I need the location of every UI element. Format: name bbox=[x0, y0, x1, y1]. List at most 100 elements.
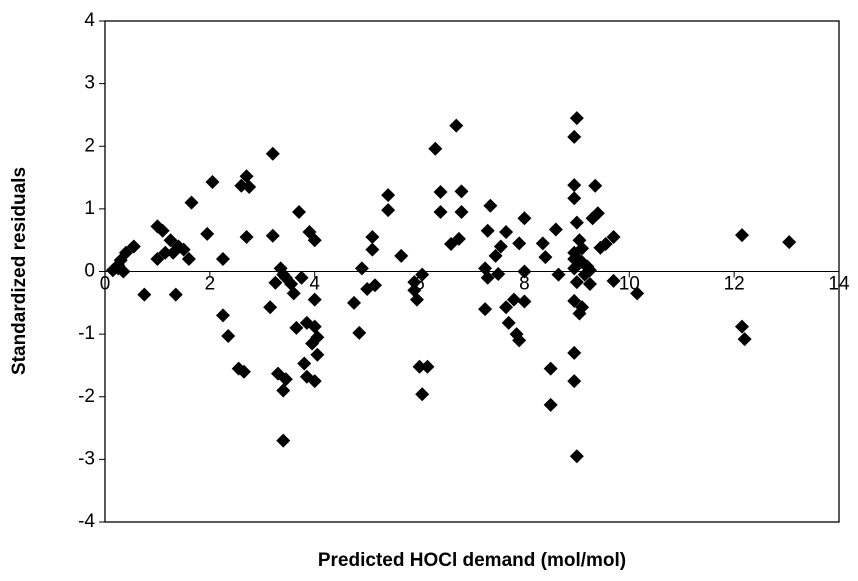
point bbox=[567, 374, 582, 389]
point bbox=[606, 230, 621, 245]
point bbox=[291, 205, 306, 220]
point bbox=[239, 169, 254, 184]
point bbox=[236, 364, 251, 379]
point bbox=[493, 239, 508, 254]
point bbox=[205, 174, 220, 189]
point bbox=[517, 294, 532, 309]
point bbox=[116, 264, 131, 279]
point bbox=[347, 295, 362, 310]
point bbox=[415, 387, 430, 402]
point bbox=[278, 372, 293, 387]
point bbox=[263, 300, 278, 315]
point bbox=[606, 273, 621, 288]
point bbox=[517, 211, 532, 226]
point bbox=[590, 206, 605, 221]
point bbox=[575, 300, 590, 315]
point bbox=[483, 198, 498, 213]
point bbox=[184, 195, 199, 210]
y-axis-title: Standardized residuals bbox=[9, 167, 30, 375]
point bbox=[548, 222, 563, 237]
x-tick-label: 2 bbox=[205, 274, 216, 295]
point bbox=[365, 242, 380, 257]
point bbox=[181, 251, 196, 266]
point bbox=[294, 270, 309, 285]
x-tick-label: 12 bbox=[724, 274, 745, 295]
point bbox=[538, 250, 553, 265]
point bbox=[409, 292, 424, 307]
point bbox=[782, 235, 797, 250]
point bbox=[286, 286, 301, 301]
point bbox=[567, 178, 582, 193]
point bbox=[276, 383, 291, 398]
point bbox=[365, 230, 380, 245]
point bbox=[307, 319, 322, 334]
point bbox=[221, 329, 236, 344]
point bbox=[551, 267, 566, 282]
point bbox=[215, 308, 230, 323]
point bbox=[394, 248, 409, 263]
point bbox=[501, 315, 516, 330]
point bbox=[735, 228, 750, 243]
x-tick-label: 0 bbox=[100, 274, 111, 295]
point bbox=[158, 245, 173, 260]
point bbox=[239, 230, 254, 245]
x-tick-label: 14 bbox=[828, 274, 850, 295]
point bbox=[598, 236, 613, 251]
y-tick-label: 3 bbox=[84, 73, 95, 94]
point bbox=[150, 251, 165, 266]
point bbox=[381, 188, 396, 203]
point bbox=[428, 141, 443, 156]
point bbox=[630, 286, 645, 301]
point bbox=[491, 267, 506, 282]
y-tick-label: -2 bbox=[78, 386, 95, 407]
point bbox=[433, 184, 448, 199]
point bbox=[737, 332, 752, 347]
point bbox=[569, 275, 584, 290]
point bbox=[368, 278, 383, 293]
point bbox=[454, 205, 469, 220]
y-tick-label: -1 bbox=[78, 323, 95, 344]
point bbox=[588, 178, 603, 193]
point bbox=[567, 293, 582, 308]
point bbox=[569, 111, 584, 126]
point bbox=[543, 361, 558, 376]
point bbox=[137, 287, 152, 302]
x-axis-title: Predicted HOCl demand (mol/mol) bbox=[318, 550, 626, 571]
x-tick-label: 8 bbox=[519, 274, 530, 295]
y-tick-label: 1 bbox=[84, 198, 95, 219]
point bbox=[433, 205, 448, 220]
point bbox=[478, 302, 493, 317]
x-tick-label: 4 bbox=[309, 274, 320, 295]
y-tick-label: 2 bbox=[84, 135, 95, 156]
point bbox=[567, 129, 582, 144]
point bbox=[569, 215, 584, 230]
point bbox=[454, 184, 469, 199]
point bbox=[307, 233, 322, 248]
point bbox=[352, 325, 367, 340]
point bbox=[488, 248, 503, 263]
point bbox=[155, 223, 170, 238]
y-tick-label: -3 bbox=[78, 448, 95, 469]
point bbox=[506, 292, 521, 307]
point bbox=[310, 347, 325, 362]
point bbox=[449, 118, 464, 133]
point bbox=[289, 320, 304, 335]
point bbox=[415, 267, 430, 282]
point bbox=[582, 277, 597, 292]
y-tick-label: 4 bbox=[84, 10, 95, 31]
point bbox=[163, 233, 178, 248]
point bbox=[215, 251, 230, 266]
point bbox=[307, 374, 322, 389]
y-tick-label: 0 bbox=[84, 261, 95, 282]
point bbox=[265, 146, 280, 161]
point bbox=[268, 275, 283, 290]
point bbox=[480, 270, 495, 285]
point bbox=[499, 300, 514, 315]
point bbox=[569, 449, 584, 464]
point bbox=[735, 319, 750, 334]
point bbox=[412, 359, 427, 374]
point bbox=[451, 231, 466, 246]
point bbox=[567, 191, 582, 206]
